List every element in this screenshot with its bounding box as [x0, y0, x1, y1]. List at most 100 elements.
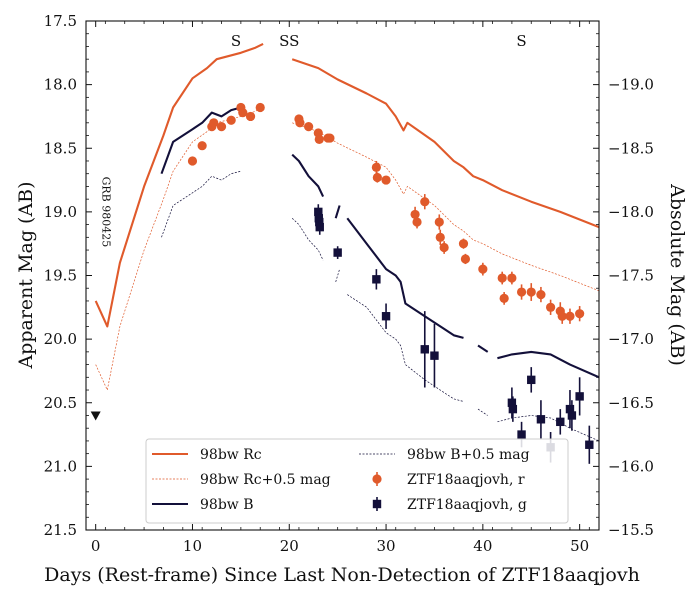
point-ztf18aaqjovh-r	[197, 141, 207, 151]
legend-label-98bw-b-0-5-mag: 98bw B+0.5 mag	[407, 447, 530, 463]
point-ztf18aaqjovh-r	[187, 156, 198, 166]
series-line-98bw-rc-0-5-mag	[292, 122, 599, 292]
point-ztf18aaqjovh-r	[434, 217, 444, 227]
point-ztf18aaqjovh-r	[314, 134, 324, 144]
point-ztf18aaqjovh-r	[412, 217, 422, 227]
y-right-tick-label: −19.0	[608, 76, 654, 94]
y-axis-title: Apparent Mag (AB)	[15, 181, 37, 369]
series-line-98bw-rc-0-5-mag	[95, 107, 264, 391]
series-line-98bw-b-0-5-mag	[335, 268, 340, 283]
y-tick-label: 20.5	[44, 394, 77, 412]
series-line-98bw-b	[497, 350, 599, 379]
series-line-98bw-b	[477, 344, 489, 353]
grb-annotation: GRB 980425	[99, 177, 112, 248]
point-ztf18aaqjovh-r	[371, 162, 381, 172]
y-right-tick-label: −17.0	[608, 330, 654, 348]
point-ztf18aaqjovh-r	[526, 287, 536, 297]
point-ztf18aaqjovh-r	[478, 264, 488, 274]
point-ztf18aaqjovh-g	[372, 275, 381, 284]
legend-label-ztf18aaqjovh-g: ZTF18aaqjovh, g	[407, 497, 527, 513]
series-line-98bw-b	[160, 106, 242, 175]
point-ztf18aaqjovh-g	[556, 417, 565, 427]
y-right-tick-label: −15.5	[608, 521, 654, 539]
legend-box	[145, 438, 569, 524]
point-ztf18aaqjovh-g	[333, 248, 342, 257]
y-right-tick-label: −18.0	[608, 203, 654, 221]
point-ztf18aaqjovh-r	[439, 242, 449, 253]
x-axis-title: Days (Rest-frame) Since Last Non-Detecti…	[44, 564, 640, 586]
point-ztf18aaqjovh-r	[238, 108, 248, 118]
point-ztf18aaqjovh-r	[497, 273, 507, 283]
legend-label-98bw-rc-0-5-mag: 98bw Rc+0.5 mag	[200, 472, 331, 488]
x-tick-label: 20	[280, 537, 299, 555]
upper-limit-marker	[90, 411, 101, 421]
point-ztf18aaqjovh-r	[565, 311, 575, 321]
x-tick-label: 50	[570, 537, 589, 555]
y-tick-label: 18.0	[44, 76, 77, 94]
point-ztf18aaqjovh-g	[381, 312, 391, 321]
point-ztf18aaqjovh-r	[458, 239, 469, 249]
legend: 98bw Rc 98bw B+0.5 mag 98bw Rc+0.5 mag ZTF1…	[145, 438, 569, 524]
y-tick-label: 17.5	[44, 12, 77, 30]
point-ztf18aaqjovh-r	[536, 289, 546, 300]
point-ztf18aaqjovh-g	[575, 392, 584, 401]
x-tick-label: 0	[91, 537, 101, 555]
point-ztf18aaqjovh-r	[420, 197, 430, 207]
y-tick-label: 21.0	[44, 457, 77, 475]
spectrum-marker-label: S	[231, 32, 241, 50]
point-ztf18aaqjovh-r	[575, 309, 585, 319]
point-ztf18aaqjovh-g	[536, 415, 546, 424]
point-ztf18aaqjovh-r	[372, 172, 382, 183]
y-tick-label: 19.0	[44, 203, 77, 221]
point-ztf18aaqjovh-r	[460, 254, 471, 264]
y-right-tick-label: −18.5	[608, 139, 654, 157]
point-ztf18aaqjovh-r	[435, 232, 445, 242]
point-ztf18aaqjovh-r	[304, 122, 314, 132]
series-line-98bw-rc	[291, 58, 599, 229]
point-ztf18aaqjovh-g	[430, 351, 439, 360]
series-line-98bw-rc	[94, 42, 264, 328]
point-ztf18aaqjovh-g	[565, 404, 575, 414]
y-tick-label: 21.5	[44, 521, 77, 539]
point-ztf18aaqjovh-r	[255, 102, 265, 113]
point-ztf18aaqjovh-r	[546, 302, 556, 312]
x-tick-label: 10	[183, 537, 202, 555]
legend-label-98bw-rc: 98bw Rc	[200, 447, 262, 463]
point-ztf18aaqjovh-r	[516, 287, 527, 297]
y-tick-label: 18.5	[44, 139, 77, 157]
point-ztf18aaqjovh-r	[499, 293, 509, 304]
series-line-98bw-b-0-5-mag	[477, 408, 488, 416]
x-tick-label: 40	[473, 537, 492, 555]
spectrum-marker-label: SS	[279, 32, 299, 50]
plot-frame	[85, 20, 600, 531]
point-ztf18aaqjovh-g	[567, 411, 577, 420]
spectrum-marker-label: S	[516, 32, 526, 50]
legend-swatch-ztf18aaqjovh-g	[372, 499, 382, 509]
series-line-98bw-b	[346, 217, 464, 339]
point-ztf18aaqjovh-g	[315, 222, 324, 232]
point-ztf18aaqjovh-g	[585, 440, 594, 449]
point-ztf18aaqjovh-r	[245, 111, 256, 122]
series-line-98bw-b	[291, 153, 325, 198]
point-ztf18aaqjovh-r	[216, 122, 227, 132]
legend-swatch-ztf18aaqjovh-r	[372, 474, 382, 484]
point-ztf18aaqjovh-r	[507, 273, 517, 283]
series-line-98bw-b-0-5-mag	[347, 294, 464, 402]
y-tick-label: 20.0	[44, 330, 77, 348]
point-ztf18aaqjovh-g	[507, 398, 517, 407]
plot-area	[90, 42, 599, 464]
point-ztf18aaqjovh-r	[209, 118, 219, 128]
point-ztf18aaqjovh-g	[527, 375, 536, 385]
point-ztf18aaqjovh-r	[295, 118, 305, 128]
series-line-98bw-b	[334, 205, 341, 219]
point-ztf18aaqjovh-r	[381, 175, 391, 185]
point-ztf18aaqjovh-r	[557, 311, 567, 321]
point-ztf18aaqjovh-r	[226, 115, 236, 125]
series-line-98bw-b-0-5-mag	[497, 415, 599, 442]
point-ztf18aaqjovh-g	[517, 430, 526, 439]
point-ztf18aaqjovh-g	[420, 345, 429, 354]
y-right-tick-label: −16.5	[608, 394, 654, 412]
y-tick-label: 19.5	[44, 267, 77, 285]
